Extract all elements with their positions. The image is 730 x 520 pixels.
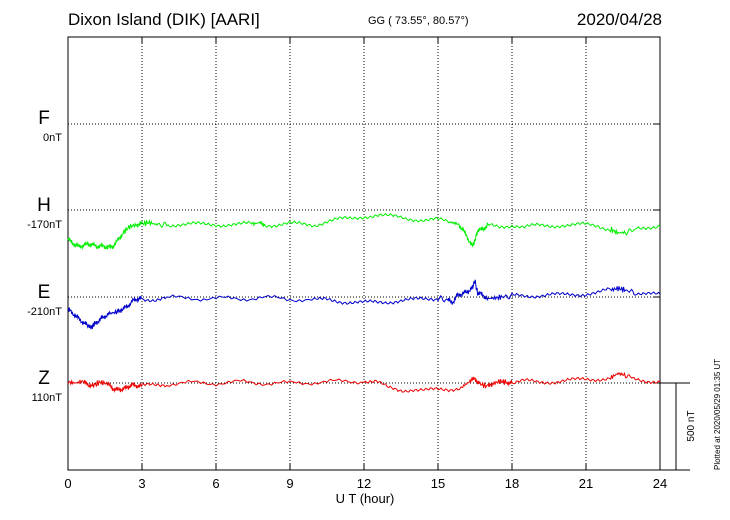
- channel-offset-f: 0nT: [43, 132, 62, 144]
- channel-offset-z: 110nT: [31, 392, 62, 404]
- channel-offset-h: -170nT: [27, 219, 62, 231]
- coordinates-label: GG ( 73.55°, 80.57°): [368, 15, 469, 27]
- x-tick-label: 0: [64, 476, 71, 491]
- scale-label: 500 nT: [686, 410, 697, 441]
- series-line-z: [67, 371, 661, 393]
- date-label: 2020/04/28: [576, 10, 662, 29]
- channel-offset-e: -210nT: [27, 306, 62, 318]
- x-axis-label: U T (hour): [336, 491, 395, 506]
- channel-label-f: F: [38, 108, 50, 129]
- x-tick-label: 15: [431, 476, 445, 491]
- series-line-h: [67, 212, 661, 251]
- x-tick-label: 6: [212, 476, 219, 491]
- channel-label-h: H: [37, 195, 51, 216]
- x-tick-label: 12: [357, 476, 371, 491]
- station-title: Dixon Island (DIK) [AARI]: [68, 10, 260, 29]
- channel-label-z: Z: [38, 368, 50, 389]
- x-tick-label: 9: [286, 476, 293, 491]
- channel-label-e: E: [37, 282, 51, 303]
- plotted-timestamp: Plotted at 2020/05/29 01:35 UT: [713, 358, 722, 470]
- x-tick-label: 18: [505, 476, 519, 491]
- x-tick-label: 24: [653, 476, 667, 491]
- x-ticks: 0 3 6 9 12 15 18 21 24: [64, 37, 667, 491]
- x-tick-label: 21: [579, 476, 593, 491]
- x-tick-label: 3: [138, 476, 145, 491]
- grid-lines: [68, 37, 660, 470]
- series-line-e: [67, 279, 661, 330]
- series-group: [67, 212, 661, 393]
